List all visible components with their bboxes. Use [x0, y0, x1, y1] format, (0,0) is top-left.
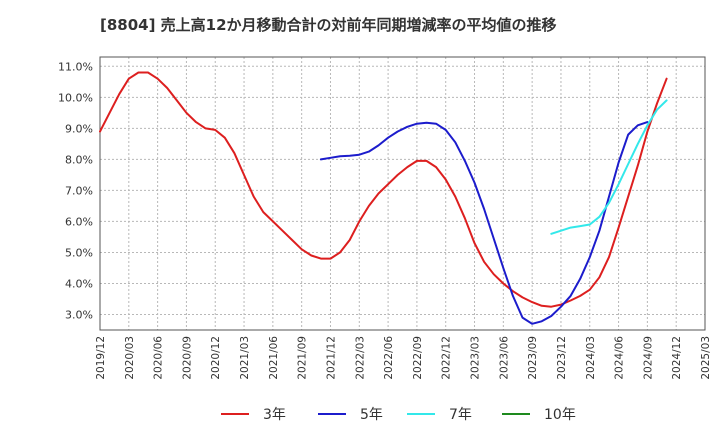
- x-tick-label: 2022/09: [412, 336, 424, 380]
- y-tick-label: 10.0%: [58, 91, 93, 104]
- x-tick-label: 2021/12: [325, 336, 337, 380]
- x-tick-label: 2023/03: [470, 336, 482, 380]
- legend-label: 10年: [544, 407, 576, 423]
- x-tick-label: 2021/09: [297, 336, 309, 380]
- chart-title: [8804] 売上高12か月移動合計の対前年同期増減率の平均値の推移: [100, 16, 557, 34]
- x-tick-label: 2022/03: [354, 336, 366, 380]
- series-line-5年: [319, 121, 649, 325]
- x-tick-label: 2024/09: [642, 336, 654, 380]
- y-tick-label: 9.0%: [65, 122, 93, 135]
- x-tick-label: 2022/06: [383, 336, 395, 380]
- x-tick-label: 2020/09: [181, 336, 193, 380]
- legend-label: 7年: [449, 407, 472, 423]
- x-tick-label: 2020/12: [210, 336, 222, 380]
- x-tick-label: 2019/12: [95, 336, 107, 380]
- legend-label: 5年: [360, 407, 383, 423]
- x-tick-label: 2021/06: [268, 336, 280, 380]
- series-line-3年: [99, 71, 668, 308]
- x-tick-label: 2024/06: [614, 336, 626, 380]
- x-tick-label: 2023/06: [498, 336, 510, 380]
- y-tick-label: 11.0%: [58, 60, 93, 73]
- x-tick-label: 2022/12: [441, 336, 453, 380]
- series-line-7年: [550, 99, 668, 235]
- x-tick-label: 2023/12: [556, 336, 568, 380]
- y-tick-label: 8.0%: [65, 153, 93, 166]
- y-tick-label: 7.0%: [65, 184, 93, 197]
- y-tick-label: 6.0%: [65, 215, 93, 228]
- y-tick-label: 3.0%: [65, 308, 93, 321]
- x-tick-label: 2025/03: [700, 336, 712, 380]
- y-tick-label: 4.0%: [65, 277, 93, 290]
- x-tick-label: 2024/03: [585, 336, 597, 380]
- x-tick-label: 2024/12: [671, 336, 683, 380]
- y-tick-label: 5.0%: [65, 246, 93, 259]
- x-tick-label: 2021/03: [239, 336, 251, 380]
- x-tick-label: 2020/06: [153, 336, 165, 380]
- x-tick-label: 2020/03: [124, 336, 136, 380]
- legend-label: 3年: [263, 407, 286, 423]
- x-tick-label: 2023/09: [527, 336, 539, 380]
- plot-border: [99, 56, 706, 331]
